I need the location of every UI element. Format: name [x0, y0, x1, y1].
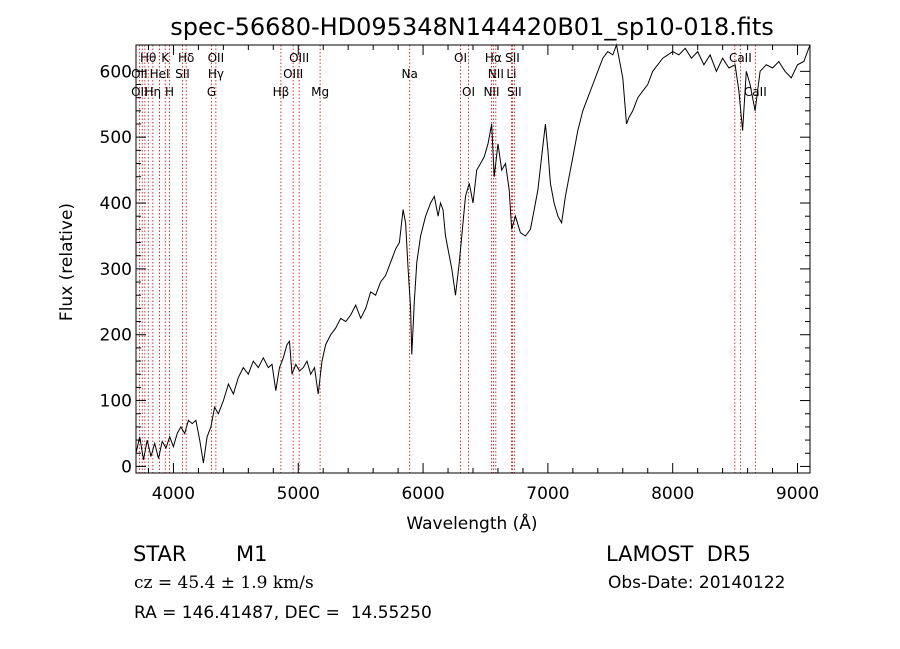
- x-tick-label: 6000: [401, 484, 444, 504]
- marker-label: SII: [507, 85, 522, 99]
- plot-frame: [135, 44, 811, 474]
- marker-label: Hγ: [208, 67, 224, 81]
- marker-label: Li: [506, 67, 516, 81]
- marker-label: OII: [131, 67, 148, 81]
- marker-label: HeI: [150, 67, 170, 81]
- marker-label: CaII: [729, 51, 752, 65]
- marker-label: NII: [483, 85, 499, 99]
- marker-label: NII: [488, 67, 504, 81]
- obs-date: Obs-Date: 20140122: [608, 573, 786, 593]
- marker-label: SII: [505, 51, 520, 65]
- marker-label: Hβ: [273, 85, 290, 99]
- marker-label: OIII: [283, 67, 303, 81]
- spectral-line-markers: [138, 45, 756, 473]
- marker-label: Hδ: [178, 51, 194, 65]
- x-tick-label: 4000: [152, 484, 195, 504]
- redshift-cz: cz = 45.4 ± 1.9 km/s: [134, 573, 314, 593]
- x-tick-label: 5000: [277, 484, 320, 504]
- marker-label: OII: [208, 51, 225, 65]
- y-tick-label: 100: [100, 392, 132, 412]
- y-axis: 0 100 200 300 400 500 600: [100, 62, 810, 477]
- marker-label: CaII: [744, 85, 767, 99]
- marker-label: Mg: [311, 85, 329, 99]
- y-tick-label: 200: [100, 326, 132, 346]
- chart-title: spec-56680-HD095348N144420B01_sp10-018.f…: [170, 13, 774, 41]
- x-axis-label: Wavelength (Å): [406, 512, 537, 534]
- marker-label: OI: [454, 51, 467, 65]
- y-tick-label: 300: [100, 260, 132, 280]
- object-subclass: M1: [236, 542, 268, 566]
- marker-label: K: [161, 51, 170, 65]
- y-axis-label: Flux (relative): [57, 203, 77, 321]
- marker-label: H: [165, 85, 174, 99]
- marker-label: Hα: [485, 51, 502, 65]
- x-tick-label: 8000: [651, 484, 694, 504]
- marker-label: SII: [175, 67, 190, 81]
- x-tick-label: 7000: [526, 484, 569, 504]
- marker-label: Hη: [145, 85, 162, 99]
- object-class: STAR: [133, 542, 187, 566]
- survey-name: LAMOST DR5: [606, 542, 751, 566]
- y-tick-label: 500: [100, 128, 132, 148]
- x-axis: 4000 5000 6000 7000 8000 9000: [147, 45, 819, 504]
- marker-label: OII: [131, 85, 148, 99]
- marker-label: OI: [462, 85, 475, 99]
- y-tick-label: 400: [100, 194, 132, 214]
- coordinates: RA = 146.41487, DEC = 14.55250: [134, 603, 432, 623]
- marker-label: Hθ: [140, 51, 156, 65]
- marker-label: G: [207, 85, 216, 99]
- marker-label: Na: [402, 67, 418, 81]
- y-tick-label: 0: [121, 457, 132, 477]
- y-tick-label: 600: [100, 62, 132, 82]
- x-tick-label: 9000: [776, 484, 819, 504]
- spectrum-series-line: [135, 43, 811, 464]
- marker-label: OIII: [289, 51, 309, 65]
